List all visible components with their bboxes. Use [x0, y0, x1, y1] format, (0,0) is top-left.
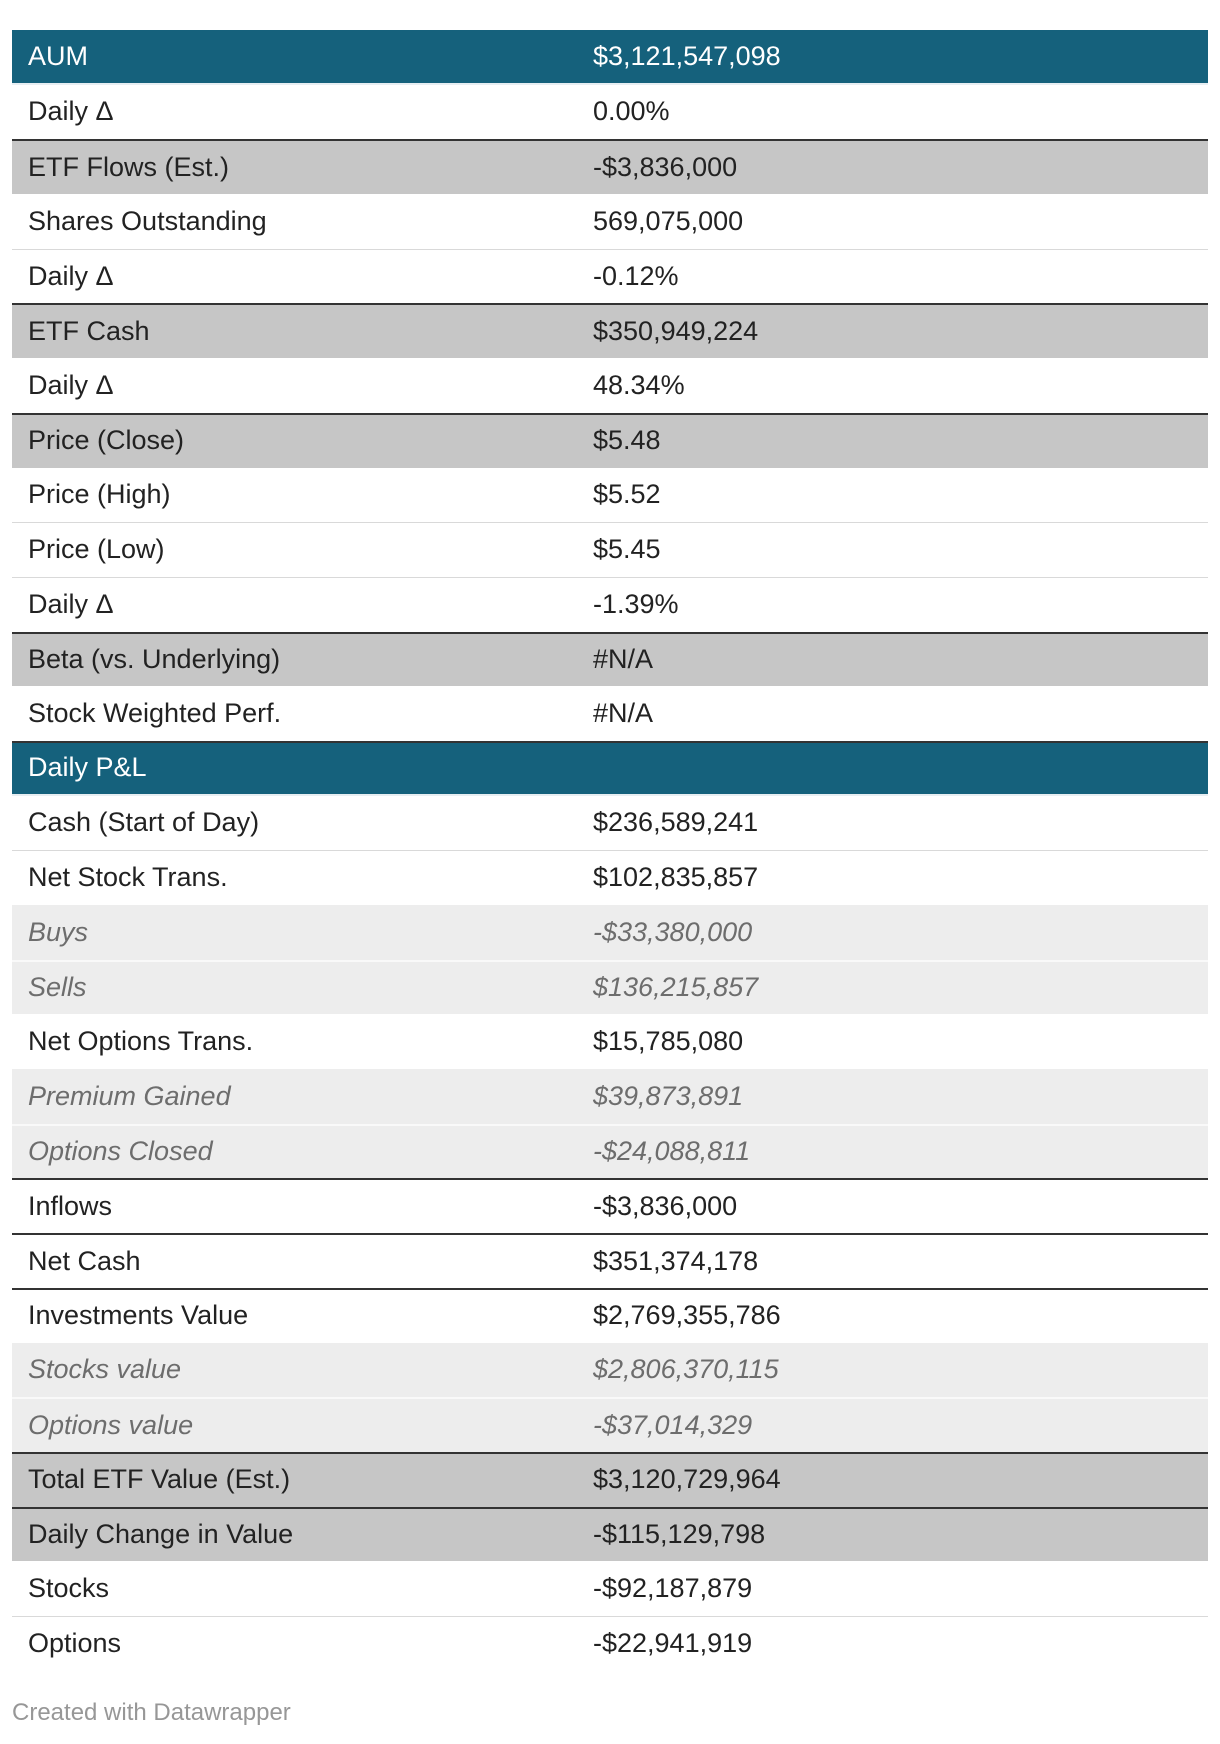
- table-row: Shares Outstanding 569,075,000: [12, 194, 1208, 249]
- row-label: Inflows: [28, 1191, 113, 1221]
- row-label: Net Options Trans.: [28, 1026, 254, 1056]
- row-value: $102,835,857: [593, 863, 759, 893]
- row-label: Daily Δ: [28, 370, 114, 400]
- row-label: Options: [28, 1628, 122, 1658]
- row-label: Daily Δ: [28, 97, 114, 127]
- row-label: Options Closed: [28, 1137, 213, 1167]
- table-row: Options -$22,941,919: [12, 1615, 1208, 1671]
- table-row: Net Options Trans. $15,785,080: [12, 1014, 1208, 1070]
- row-label: Stock Weighted Perf.: [28, 698, 282, 728]
- row-label: Net Cash: [28, 1246, 141, 1276]
- row-value: -$92,187,879: [593, 1573, 753, 1603]
- row-value: 569,075,000: [593, 206, 744, 236]
- row-label: Daily P&L: [28, 753, 147, 783]
- row-value: 48.34%: [593, 370, 685, 400]
- table-row: ETF Cash $350,949,224: [12, 303, 1208, 359]
- row-label: Stocks value: [28, 1355, 182, 1384]
- row-label: Shares Outstanding: [28, 206, 267, 236]
- table-row: Daily Δ -0.12%: [12, 248, 1208, 304]
- row-label: Total ETF Value (Est.): [28, 1465, 291, 1495]
- row-value: $236,589,241: [593, 808, 759, 838]
- row-label: Options value: [28, 1410, 194, 1440]
- row-value: $15,785,080: [593, 1026, 744, 1056]
- table-row: Daily Change in Value -$115,129,798: [12, 1506, 1208, 1562]
- table-row: Investments Value $2,769,355,786: [12, 1287, 1208, 1343]
- row-label: AUM: [28, 41, 88, 71]
- table-row: Cash (Start of Day) $236,589,241: [12, 795, 1208, 851]
- row-value: -$33,380,000: [593, 917, 753, 947]
- row-label: Price (Low): [28, 535, 165, 565]
- table-row: Sells $136,215,857: [12, 959, 1208, 1015]
- row-label: Price (High): [28, 480, 171, 509]
- row-value: -0.12%: [593, 261, 679, 291]
- row-value: $39,873,891: [593, 1081, 744, 1111]
- table-row: ETF Flows (Est.) -$3,836,000: [12, 139, 1208, 195]
- row-label: Sells: [28, 973, 87, 1003]
- row-label: Daily Δ: [28, 261, 114, 291]
- table-row: Daily Δ 0.00%: [12, 84, 1208, 140]
- row-label: Buys: [28, 917, 89, 947]
- row-value: $350,949,224: [593, 316, 759, 346]
- row-value: -$3,836,000: [593, 152, 738, 182]
- table-row: Inflows -$3,836,000: [12, 1178, 1208, 1234]
- row-value: $351,374,178: [593, 1246, 759, 1276]
- row-value: -$3,836,000: [593, 1191, 738, 1221]
- table-row: Net Cash $351,374,178: [12, 1233, 1208, 1288]
- row-label: Beta (vs. Underlying): [28, 645, 281, 675]
- row-value: -$24,088,811: [593, 1137, 751, 1167]
- table-row: Options Closed -$24,088,811: [12, 1123, 1208, 1179]
- row-value: $3,121,547,098: [593, 41, 781, 71]
- row-label: Net Stock Trans.: [28, 863, 228, 893]
- row-value: #N/A: [593, 645, 654, 675]
- row-value: 0.00%: [593, 97, 670, 127]
- row-value: #N/A: [593, 698, 654, 728]
- table-row: Daily P&L: [12, 740, 1208, 796]
- table-row: Stock Weighted Perf. #N/A: [12, 686, 1208, 741]
- row-value: $136,215,857: [593, 973, 759, 1003]
- datawrapper-attribution: Created with Datawrapper: [12, 1699, 291, 1726]
- row-value: -$22,941,919: [593, 1628, 753, 1658]
- row-label: Daily Δ: [28, 589, 114, 619]
- row-label: ETF Cash: [28, 316, 150, 346]
- table-row: Price (Low) $5.45: [12, 522, 1208, 577]
- table-row: Stocks -$92,187,879: [12, 1561, 1208, 1616]
- table-row: Options value -$37,014,329: [12, 1397, 1208, 1452]
- row-label: Investments Value: [28, 1301, 249, 1331]
- table-row: Total ETF Value (Est.) $3,120,729,964: [12, 1451, 1208, 1507]
- row-value: $5.45: [593, 535, 661, 565]
- row-label: Premium Gained: [28, 1081, 231, 1111]
- table-row: Price (Close) $5.48: [12, 412, 1208, 468]
- row-value: $3,120,729,964: [593, 1465, 781, 1495]
- row-label: Price (Close): [28, 426, 185, 456]
- row-label: Daily Change in Value: [28, 1520, 294, 1550]
- table-row: AUM $3,121,547,098: [12, 30, 1208, 85]
- row-label: Stocks: [28, 1573, 110, 1603]
- row-value: $2,806,370,115: [593, 1355, 779, 1384]
- table-row: Stocks value $2,806,370,115: [12, 1342, 1208, 1398]
- row-label: ETF Flows (Est.): [28, 152, 229, 182]
- row-value: $5.48: [593, 426, 661, 456]
- row-value: -$115,129,798: [593, 1520, 766, 1550]
- row-value: -$37,014,329: [593, 1410, 753, 1440]
- row-value: $2,769,355,786: [593, 1301, 781, 1331]
- table-row: Premium Gained $39,873,891: [12, 1069, 1208, 1124]
- row-value: -1.39%: [593, 589, 679, 619]
- table-row: Net Stock Trans. $102,835,857: [12, 850, 1208, 905]
- table-row: Beta (vs. Underlying) #N/A: [12, 631, 1208, 687]
- table-row: Buys -$33,380,000: [12, 905, 1208, 960]
- row-label: Cash (Start of Day): [28, 808, 260, 838]
- table-row: Daily Δ -1.39%: [12, 576, 1208, 632]
- metrics-table: AUM $3,121,547,098 Daily Δ 0.00% ETF Flows (…: [12, 30, 1208, 1671]
- table-row: Price (High) $5.52: [12, 467, 1208, 523]
- row-value: $5.52: [593, 480, 661, 509]
- table-row: Daily Δ 48.34%: [12, 358, 1208, 413]
